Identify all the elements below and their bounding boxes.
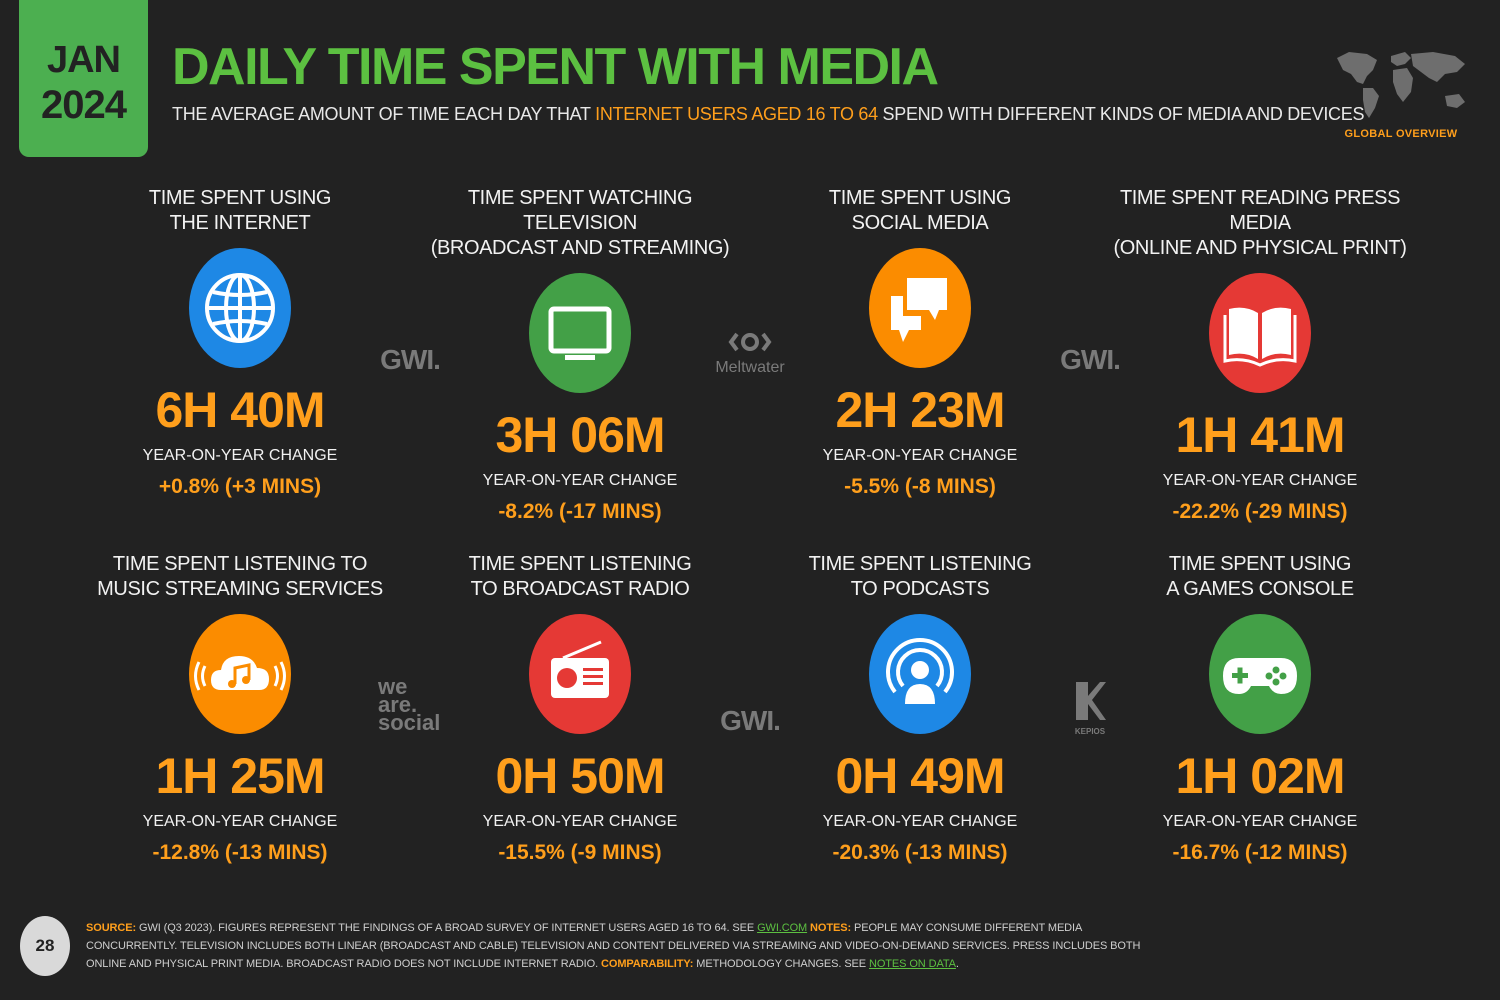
meltwater-mark-icon: [728, 332, 772, 352]
page-number: 28: [20, 916, 70, 976]
subtitle-end: SPEND WITH DIFFERENT KINDS OF MEDIA AND …: [877, 104, 1365, 124]
yoy-label: YEAR-ON-YEAR CHANGE: [142, 447, 338, 464]
yoy-label: YEAR-ON-YEAR CHANGE: [822, 447, 1018, 464]
globe-icon: [189, 248, 291, 368]
yoy-change: -15.5% (-9 MINS): [498, 841, 662, 864]
stat-card-broadcast-radio: TIME SPENT LISTENING TO BROADCAST RADIO …: [410, 552, 750, 866]
date-badge: JAN 2024: [19, 0, 148, 157]
stat-card-press-media: TIME SPENT READING PRESS MEDIA (ONLINE A…: [1090, 186, 1430, 525]
page-title: DAILY TIME SPENT WITH MEDIA: [172, 38, 939, 96]
yoy-change: -8.2% (-17 MINS): [498, 500, 662, 523]
television-icon: [529, 273, 631, 393]
source-text: GWI (Q3 2023). FIGURES REPRESENT THE FIN…: [136, 922, 758, 934]
stat-card-music-streaming: TIME SPENT LISTENING TO MUSIC STREAMING …: [70, 552, 410, 866]
radio-icon: [529, 614, 631, 734]
music-cloud-icon: [189, 614, 291, 734]
podcast-icon: [869, 614, 971, 734]
we-are-social-line-3: social: [378, 710, 441, 735]
open-book-icon: [1209, 273, 1311, 393]
badge-year: 2024: [41, 83, 127, 127]
stat-card-games-console: TIME SPENT USING A GAMES CONSOLE 1H 02M …: [1090, 552, 1430, 866]
yoy-label: YEAR-ON-YEAR CHANGE: [1162, 472, 1358, 489]
yoy-change: -20.3% (-13 MINS): [832, 841, 1008, 864]
stat-label: TIME SPENT READING PRESS MEDIA (ONLINE A…: [1113, 187, 1407, 259]
stat-label: TIME SPENT LISTENING TO MUSIC STREAMING …: [97, 553, 383, 600]
yoy-change: -22.2% (-29 MINS): [1172, 500, 1348, 523]
we-are-social-line-2: are.: [378, 692, 418, 717]
yoy-label: YEAR-ON-YEAR CHANGE: [482, 472, 678, 489]
yoy-change: -16.7% (-12 MINS): [1172, 841, 1348, 864]
stat-value: 3H 06M: [495, 407, 665, 463]
kepios-logo: KEPIOS: [1066, 680, 1114, 737]
comparability-key: COMPARABILITY:: [601, 958, 694, 970]
notes-on-data-link[interactable]: NOTES ON DATA: [869, 958, 956, 970]
stat-label: TIME SPENT USING SOCIAL MEDIA: [828, 187, 1012, 234]
stat-value: 1H 25M: [155, 748, 325, 804]
yoy-change: -12.8% (-13 MINS): [152, 841, 328, 864]
stat-card-podcasts: TIME SPENT LISTENING TO PODCASTS 0H 49M …: [750, 552, 1090, 866]
stat-label: TIME SPENT LISTENING TO PODCASTS: [808, 553, 1032, 600]
stat-card-social-media: TIME SPENT USING SOCIAL MEDIA 2H 23M YEA…: [750, 186, 1090, 500]
gamepad-icon: [1209, 614, 1311, 734]
stat-value: 0H 50M: [495, 748, 665, 804]
gwi-logo: GWI.: [720, 705, 781, 736]
stat-value: 0H 49M: [835, 748, 1005, 804]
yoy-label: YEAR-ON-YEAR CHANGE: [1162, 813, 1358, 830]
yoy-change: +0.8% (+3 MINS): [158, 475, 322, 498]
stat-label: TIME SPENT LISTENING TO BROADCAST RADIO: [468, 553, 692, 600]
page-subtitle: THE AVERAGE AMOUNT OF TIME EACH DAY THAT…: [172, 102, 1364, 126]
footer-notes: SOURCE: GWI (Q3 2023). FIGURES REPRESENT…: [86, 919, 1166, 973]
stat-value: 1H 02M: [1175, 748, 1345, 804]
gwi-link[interactable]: GWI.COM: [757, 922, 808, 934]
stat-card-internet: TIME SPENT USING THE INTERNET 6H 40M YEA…: [70, 186, 410, 500]
yoy-change: -5.5% (-8 MINS): [844, 475, 996, 498]
footer-end: .: [955, 958, 959, 970]
source-key: SOURCE:: [86, 922, 137, 934]
yoy-label: YEAR-ON-YEAR CHANGE: [142, 813, 338, 830]
we-are-social-line-1: we: [378, 674, 408, 699]
stat-label: TIME SPENT USING A GAMES CONSOLE: [1166, 553, 1354, 600]
notes-text: PEOPLE MAY CONSUME DIFFERENT MEDIA CONCU…: [86, 922, 1141, 970]
meltwater-wordmark: Meltwater: [715, 359, 785, 376]
yoy-label: YEAR-ON-YEAR CHANGE: [822, 813, 1018, 830]
stat-label: TIME SPENT WATCHING TELEVISION (BROADCAS…: [430, 187, 730, 259]
yoy-label: YEAR-ON-YEAR CHANGE: [482, 813, 678, 830]
kepios-mark-icon: [1076, 682, 1106, 720]
kepios-wordmark: KEPIOS: [1074, 727, 1106, 736]
we-are-social-logo: we are. social: [378, 674, 454, 735]
badge-month: JAN: [46, 39, 121, 81]
stat-label: TIME SPENT USING THE INTERNET: [148, 187, 332, 234]
subtitle-start: THE AVERAGE AMOUNT OF TIME EACH DAY THAT: [172, 104, 596, 124]
speech-bubbles-icon: [869, 248, 971, 368]
world-map-icon: [1337, 52, 1465, 118]
meltwater-logo: Meltwater: [702, 330, 798, 377]
stat-value: 6H 40M: [155, 382, 325, 438]
comparability-text: METHODOLOGY CHANGES. SEE: [693, 958, 869, 970]
stat-value: 1H 41M: [1175, 407, 1345, 463]
global-overview-label: GLOBAL OVERVIEW: [1344, 128, 1458, 140]
stat-card-television: TIME SPENT WATCHING TELEVISION (BROADCAS…: [410, 186, 750, 525]
gwi-logo: GWI.: [1060, 344, 1121, 375]
gwi-logo: GWI.: [380, 344, 441, 375]
notes-key: NOTES:: [807, 922, 852, 934]
subtitle-highlight: INTERNET USERS AGED 16 TO 64: [595, 104, 878, 124]
stat-value: 2H 23M: [835, 382, 1005, 438]
